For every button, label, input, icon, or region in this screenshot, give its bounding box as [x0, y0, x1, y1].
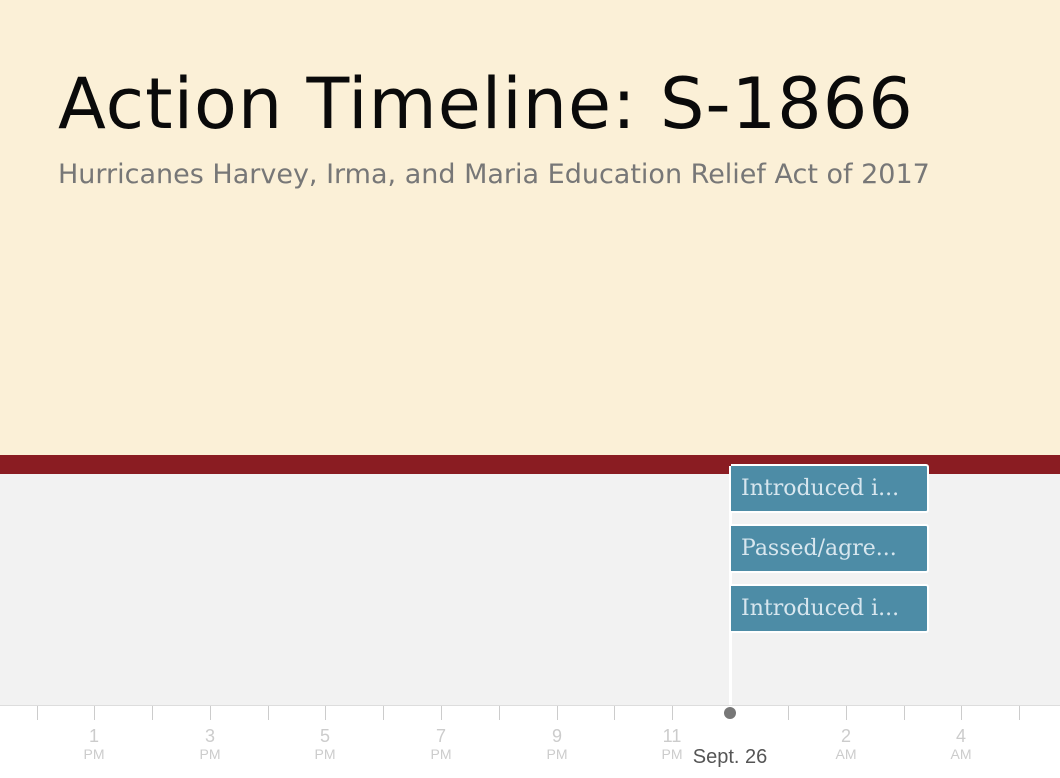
tick-hour: 1 [88, 726, 99, 746]
tick-hour: 3 [204, 726, 215, 746]
event-card[interactable]: Passed/agre... [731, 524, 929, 573]
axis-tick-label: 1 PM [74, 726, 114, 762]
tick-meridiem: PM [314, 746, 336, 762]
tick-hour: 11 [662, 726, 682, 746]
axis-tick-label: 5 PM [305, 726, 345, 762]
axis-tick-label: 11 PM [652, 726, 692, 762]
page-title: Action Timeline: S-1866 [58, 63, 914, 145]
event-card[interactable]: Introduced i... [731, 584, 929, 633]
tick-meridiem: AM [835, 746, 857, 762]
axis-tick-label: 2 AM [826, 726, 866, 762]
current-date-marker[interactable] [724, 707, 736, 719]
tick-meridiem: PM [83, 746, 105, 762]
tick-hour: 7 [435, 726, 446, 746]
axis-tick-label: 4 AM [941, 726, 981, 762]
axis-tick [672, 706, 673, 720]
tick-hour: 5 [319, 726, 330, 746]
axis-tick-minor [37, 706, 38, 720]
tick-hour: 2 [840, 726, 851, 746]
axis-tick [961, 706, 962, 720]
event-marker-line [729, 466, 732, 714]
axis-tick-label: 7 PM [421, 726, 461, 762]
tick-hour: 9 [551, 726, 562, 746]
axis-tick-minor [268, 706, 269, 720]
tick-meridiem: PM [661, 746, 683, 762]
tick-meridiem: PM [430, 746, 452, 762]
tick-hour: 4 [955, 726, 966, 746]
axis-tick-minor [904, 706, 905, 720]
page-subtitle: Hurricanes Harvey, Irma, and Maria Educa… [58, 159, 930, 190]
time-axis[interactable]: 1 PM 3 PM 5 PM 7 PM 9 PM 11 PM 2 AM 4 AM [0, 705, 1060, 778]
axis-tick-label: 9 PM [537, 726, 577, 762]
axis-tick [557, 706, 558, 720]
axis-tick-minor [383, 706, 384, 720]
axis-tick [325, 706, 326, 720]
page-header: Action Timeline: S-1866 Hurricanes Harve… [0, 0, 1060, 455]
axis-tick-minor [1019, 706, 1020, 720]
tick-meridiem: PM [546, 746, 568, 762]
axis-tick [94, 706, 95, 720]
tick-meridiem: PM [199, 746, 221, 762]
tick-meridiem: AM [950, 746, 972, 762]
axis-tick-minor [499, 706, 500, 720]
event-card[interactable]: Introduced i... [731, 464, 929, 513]
current-date-label: Sept. 26 [692, 746, 768, 768]
axis-tick-minor [788, 706, 789, 720]
axis-tick-label: 3 PM [190, 726, 230, 762]
axis-tick [441, 706, 442, 720]
axis-tick-minor [614, 706, 615, 720]
axis-tick [210, 706, 211, 720]
axis-tick [846, 706, 847, 720]
axis-tick-minor [152, 706, 153, 720]
